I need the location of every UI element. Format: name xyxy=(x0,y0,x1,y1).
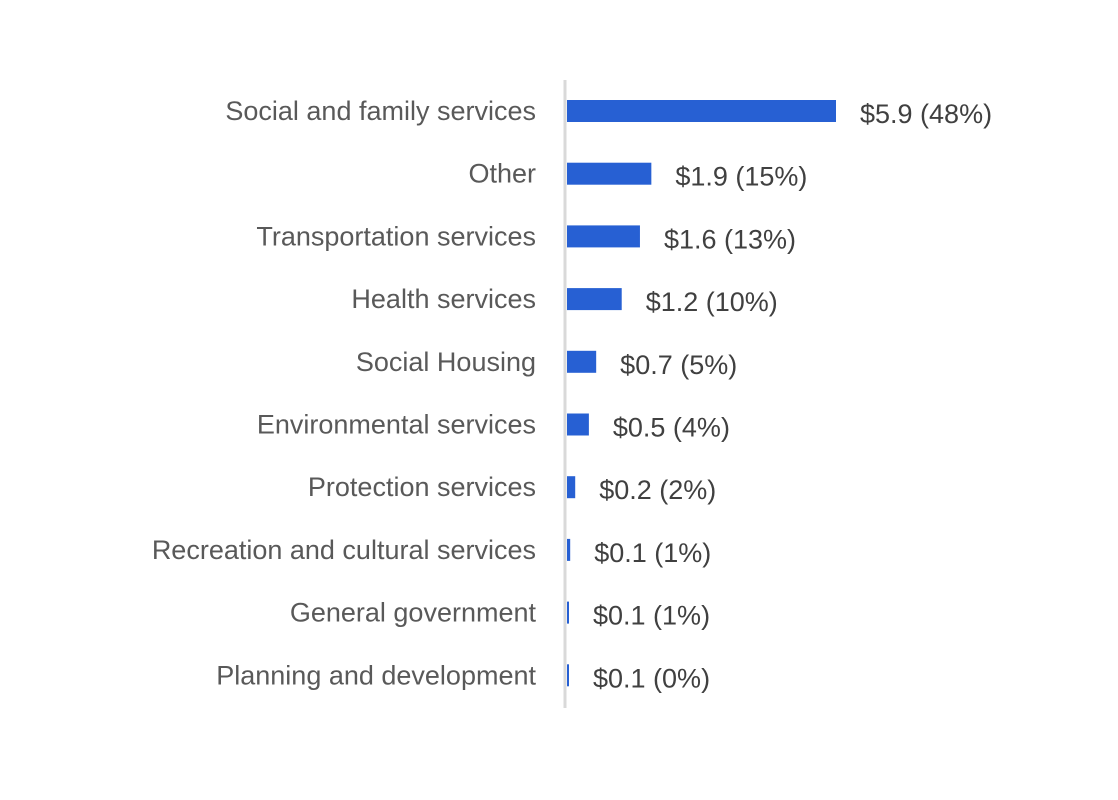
bar xyxy=(567,601,569,624)
data-label: $0.5 (4%) xyxy=(613,413,730,443)
category-label: Other xyxy=(468,159,536,189)
data-label: $1.2 (10%) xyxy=(646,287,778,317)
bar xyxy=(567,225,640,248)
data-label: $1.6 (13%) xyxy=(664,224,796,254)
data-label: $0.2 (2%) xyxy=(599,475,716,505)
bar xyxy=(567,162,652,185)
category-label: Environmental services xyxy=(257,410,536,440)
category-label: General government xyxy=(290,598,537,628)
category-label: Social and family services xyxy=(225,96,536,126)
category-label: Health services xyxy=(351,284,536,314)
category-label: Social Housing xyxy=(356,347,536,377)
bar xyxy=(567,350,597,373)
bar xyxy=(567,664,569,687)
data-label: $0.1 (0%) xyxy=(593,663,710,693)
data-label: $1.9 (15%) xyxy=(675,162,807,192)
category-label: Planning and development xyxy=(216,660,536,690)
bar xyxy=(567,538,571,561)
category-label: Recreation and cultural services xyxy=(152,535,536,565)
data-label: $0.1 (1%) xyxy=(594,538,711,568)
data-label: $0.7 (5%) xyxy=(620,350,737,380)
bar xyxy=(567,288,622,311)
category-label: Protection services xyxy=(308,472,536,502)
category-label: Transportation services xyxy=(256,221,536,251)
bar xyxy=(567,413,589,436)
data-label: $5.9 (48%) xyxy=(860,99,992,129)
bar xyxy=(567,476,576,499)
data-label: $0.1 (1%) xyxy=(593,601,710,631)
bar xyxy=(567,100,836,122)
